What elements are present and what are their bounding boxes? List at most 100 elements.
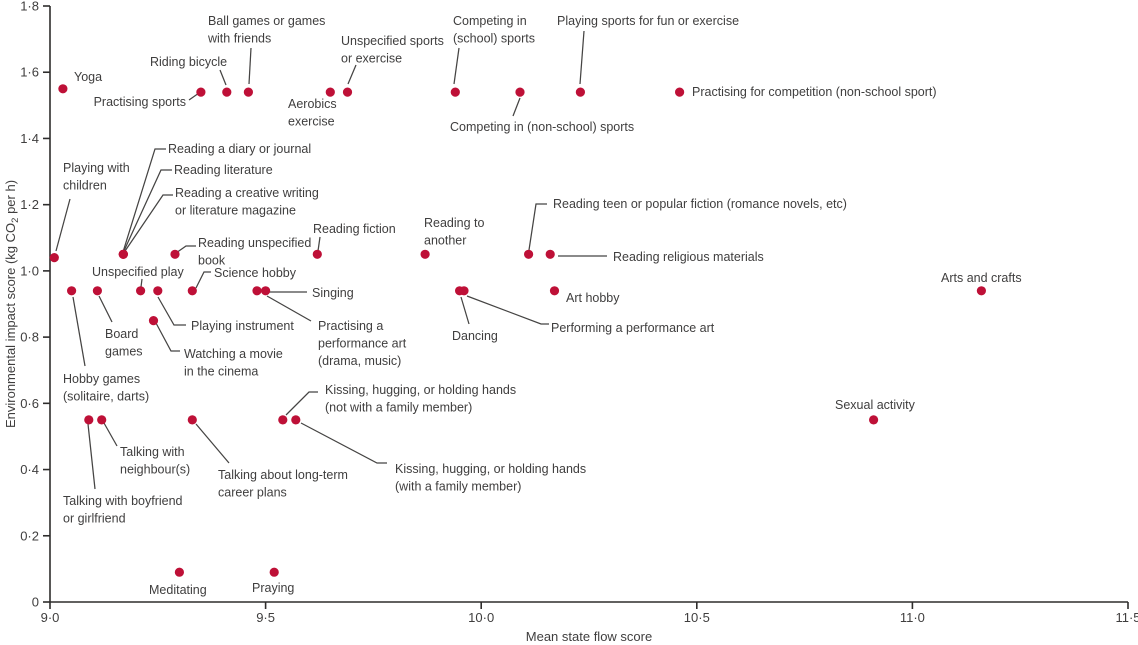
leader-line-unspecified-sports xyxy=(347,64,357,85)
point-label-playing-instrument: Playing instrument xyxy=(191,319,294,333)
data-point-kissing-not-family xyxy=(278,415,288,425)
data-point-riding-bicycle xyxy=(222,87,232,97)
data-point-talking-boyfriend-girlfriend xyxy=(84,415,94,425)
y-axis-title: Environmental impact score (kg CO2 per h… xyxy=(3,180,21,428)
y-tick-label: 0 xyxy=(32,595,39,610)
data-point-reading-religious xyxy=(545,249,555,259)
leader-line-kissing-not-family xyxy=(285,391,318,416)
leader-line-kissing-with-family xyxy=(300,422,387,464)
data-point-arts-and-crafts xyxy=(976,286,987,296)
data-point-unspecified-sports xyxy=(342,87,353,97)
point-label-science-hobby: Science hobby xyxy=(214,266,297,280)
x-tick-label: 10·0 xyxy=(468,610,494,625)
point-label-art-hobby: Art hobby xyxy=(566,291,620,305)
data-point-playing-with-children xyxy=(49,253,59,263)
data-point-playing-instrument xyxy=(153,286,163,296)
point-label-reading-creative-writing: Reading a creative writing or literature … xyxy=(175,186,319,218)
point-label-praying: Praying xyxy=(252,581,294,595)
data-point-practising-competition xyxy=(675,87,685,97)
leader-line-reading-creative-writing xyxy=(122,194,173,255)
leader-line-dancing xyxy=(460,296,470,325)
point-label-riding-bicycle: Riding bicycle xyxy=(150,55,227,69)
y-tick-label: 0·6 xyxy=(20,396,39,411)
x-tick-label: 9·5 xyxy=(256,610,275,625)
data-point-ball-games xyxy=(243,87,253,97)
leader-line-ball-games xyxy=(248,47,252,85)
point-label-singing: Singing xyxy=(312,286,354,300)
data-point-board-games xyxy=(92,286,102,296)
point-label-dancing: Dancing xyxy=(452,329,498,343)
data-point-reading-unspecified-book xyxy=(170,249,180,259)
data-point-practising-performance-art xyxy=(261,286,271,296)
leader-line-talking-neighbours xyxy=(103,422,118,447)
leader-line-talking-career-plans xyxy=(195,423,230,464)
data-point-reading-creative-writing xyxy=(118,249,128,259)
x-tick-label: 11·5 xyxy=(1115,610,1138,625)
leader-line-reading-unspecified-book xyxy=(175,245,196,254)
point-label-reading-teen-fiction: Reading teen or popular fiction (romance… xyxy=(553,197,847,211)
leader-line-science-hobby xyxy=(195,271,211,289)
leader-line-board-games xyxy=(98,295,113,323)
data-point-watching-movie-cinema xyxy=(148,316,159,326)
x-tick-label: 9·0 xyxy=(41,610,60,625)
point-label-performing-performance-art: Performing a performance art xyxy=(551,321,715,335)
y-tick-label: 1·6 xyxy=(20,65,39,80)
point-label-sexual-activity: Sexual activity xyxy=(835,398,916,412)
point-label-unspecified-play: Unspecified play xyxy=(92,265,184,279)
y-tick-label: 0·4 xyxy=(20,462,39,477)
leader-line-reading-literature xyxy=(122,169,172,254)
x-axis-title: Mean state flow score xyxy=(526,629,652,644)
leader-line-playing-instrument xyxy=(157,296,186,326)
data-point-practising-sports xyxy=(196,87,206,97)
leader-line-performing-performance-art xyxy=(466,295,549,325)
point-label-reading-to-another: Reading to another xyxy=(424,216,485,248)
x-tick-label: 11·0 xyxy=(900,610,925,625)
data-point-meditating xyxy=(174,567,184,577)
x-tick-label: 10·5 xyxy=(684,610,710,625)
data-point-kissing-with-family xyxy=(291,415,301,425)
y-tick-label: 1·4 xyxy=(20,131,39,146)
data-point-yoga xyxy=(58,84,68,94)
point-label-reading-religious: Reading religious materials xyxy=(613,250,764,264)
point-label-ball-games: Ball games or games with friends xyxy=(207,14,325,46)
point-label-aerobics-exercise: Aerobics exercise xyxy=(288,97,337,129)
data-point-art-hobby xyxy=(549,286,560,296)
data-point-hobby-games xyxy=(67,286,77,296)
leader-line-riding-bicycle xyxy=(219,69,227,86)
point-label-practising-sports: Practising sports xyxy=(94,95,186,109)
point-label-kissing-with-family: Kissing, hugging, or holding hands (with … xyxy=(395,462,586,494)
point-label-playing-with-children: Playing with children xyxy=(63,161,130,193)
leader-line-playing-sports-fun xyxy=(579,30,585,85)
y-tick-label: 1·2 xyxy=(20,197,39,212)
point-label-playing-sports-fun: Playing sports for fun or exercise xyxy=(557,14,739,28)
data-point-playing-sports-fun xyxy=(575,87,586,97)
leader-line-talking-boyfriend-girlfriend xyxy=(87,423,96,490)
point-label-arts-and-crafts: Arts and crafts xyxy=(941,271,1022,285)
point-label-practising-competition: Practising for competition (non-school s… xyxy=(692,85,937,99)
data-point-competing-nonschool-sports xyxy=(515,87,525,97)
leader-line-playing-with-children xyxy=(55,198,71,252)
data-point-reading-to-another xyxy=(420,249,430,259)
point-label-talking-boyfriend-girlfriend: Talking with boyfriend or girlfriend xyxy=(63,494,183,526)
leader-line-competing-school-sports xyxy=(453,47,460,85)
point-label-board-games: Board games xyxy=(105,327,143,359)
leader-line-practising-performance-art xyxy=(266,295,312,322)
data-point-competing-school-sports xyxy=(450,87,460,97)
leader-line-unspecified-play xyxy=(140,278,143,288)
leader-line-hobby-games xyxy=(72,296,86,367)
y-tick-label: 0·8 xyxy=(20,330,39,345)
point-label-reading-fiction: Reading fiction xyxy=(313,222,396,236)
leader-line-reading-fiction xyxy=(317,236,321,252)
point-label-competing-school-sports: Competing in (school) sports xyxy=(453,14,535,46)
leader-line-competing-nonschool-sports xyxy=(512,97,521,117)
data-point-unspecified-play xyxy=(136,286,146,296)
point-label-yoga: Yoga xyxy=(74,70,102,84)
data-point-reading-fiction xyxy=(312,249,322,259)
y-tick-label: 1·0 xyxy=(20,263,39,278)
y-tick-label: 0·2 xyxy=(20,528,39,543)
point-label-kissing-not-family: Kissing, hugging, or holding hands (not w… xyxy=(325,383,516,415)
point-label-reading-literature: Reading literature xyxy=(174,163,273,177)
point-label-talking-career-plans: Talking about long-term career plans xyxy=(218,468,348,500)
